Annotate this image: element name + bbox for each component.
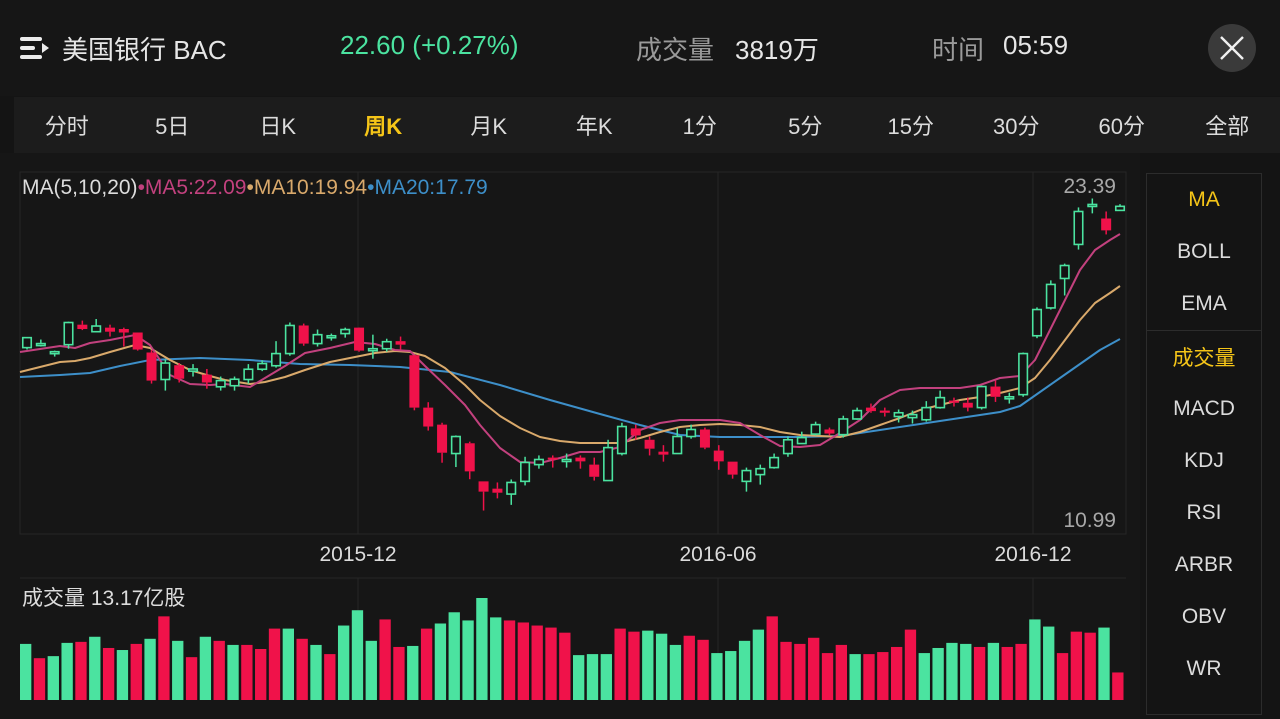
ma20-legend: •MA20:17.79 (367, 176, 488, 199)
ma-legend-base: MA(5,10,20) (22, 176, 138, 199)
sub-indicator-kdj[interactable]: KDJ (1184, 449, 1224, 472)
sub-indicator-rsi[interactable]: RSI (1186, 501, 1222, 524)
candlestick-chart[interactable] (0, 0, 1140, 719)
tab-8[interactable]: 15分 (887, 114, 934, 139)
sub-indicator-成交量[interactable]: 成交量 (1172, 347, 1236, 370)
volume-value: 3819万 (735, 35, 819, 65)
menu-arrow-icon[interactable] (20, 36, 50, 60)
indicator-boll[interactable]: BOLL (1177, 240, 1231, 263)
tab-2[interactable]: 日K (259, 114, 297, 139)
sub-indicator-obv[interactable]: OBV (1181, 605, 1227, 628)
ma5-legend: •MA5:22.09 (137, 176, 247, 199)
sub-indicator-wr[interactable]: WR (1186, 657, 1222, 680)
ma10-legend: •MA10:19.94 (246, 176, 368, 199)
tab-7[interactable]: 5分 (788, 114, 823, 139)
close-icon (1220, 36, 1244, 60)
indicator-panel: MA BOLL EMA 成交量 MACD KDJ RSI ARBR OBV WR (1146, 173, 1262, 715)
stock-price: 22.60 (+0.27%) (340, 30, 519, 60)
tab-11[interactable]: 全部 (1205, 114, 1250, 139)
volume-label: 成交量 (636, 35, 715, 65)
y-axis-min: 10.99 (1063, 509, 1116, 532)
x-axis-label: 2015-12 (319, 543, 397, 566)
indicator-ma[interactable]: MA (1188, 188, 1220, 211)
tab-0[interactable]: 分时 (44, 114, 89, 139)
tab-9[interactable]: 30分 (993, 114, 1040, 139)
sub-indicator-arbr[interactable]: ARBR (1174, 553, 1234, 576)
time-label: 时间 (932, 35, 985, 65)
tab-1[interactable]: 5日 (155, 114, 190, 139)
y-axis-max: 23.39 (1063, 175, 1116, 198)
chart-area (0, 153, 1140, 719)
tab-5[interactable]: 年K (575, 114, 613, 139)
sub-indicator-macd[interactable]: MACD (1173, 397, 1235, 420)
tab-4[interactable]: 月K (470, 114, 508, 139)
tab-3[interactable]: 周K (364, 114, 403, 139)
sub-indicator-group: 成交量 MACD KDJ RSI ARBR OBV WR (1147, 331, 1261, 695)
tab-10[interactable]: 60分 (1098, 114, 1145, 139)
indicator-ema[interactable]: EMA (1181, 292, 1227, 315)
ma-legend: MA(5,10,20)•MA5:22.09•MA10:19.94•MA20:17… (22, 176, 488, 200)
main-indicator-group: MA BOLL EMA (1147, 174, 1261, 331)
time-value: 05:59 (1003, 30, 1069, 60)
stock-title: 美国银行 BAC (62, 35, 227, 65)
header: 美国银行 BAC 22.60 (+0.27%) 成交量 3819万 时间 05:… (0, 0, 1280, 96)
period-tabs: 分时 5日 日K 周K 月K 年K 1分 5分 15分 30分 60分 全部 (14, 97, 1280, 153)
close-button[interactable] (1208, 24, 1256, 72)
tab-6[interactable]: 1分 (682, 114, 717, 139)
x-axis-label: 2016-06 (679, 543, 757, 566)
x-axis-label: 2016-12 (994, 543, 1072, 566)
volume-pane-title: 成交量 13.17亿股 (22, 587, 186, 610)
